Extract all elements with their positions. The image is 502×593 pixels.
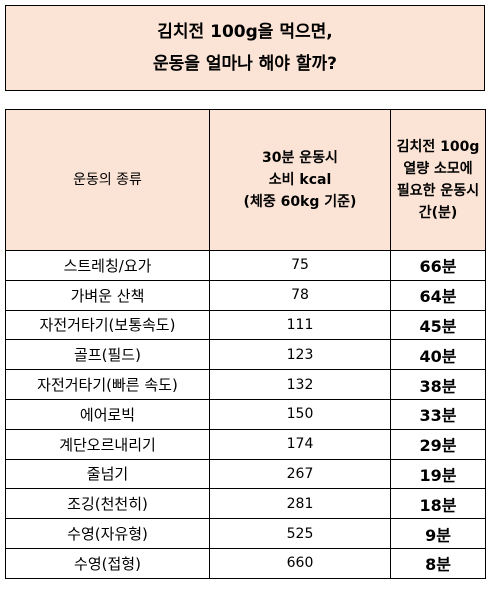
time-value: 66분 — [390, 250, 486, 281]
time-value: 64분 — [390, 279, 486, 311]
table-row: 조깅(천천히) 281 18분 — [5, 488, 486, 520]
time-value: 45분 — [390, 309, 486, 341]
header-time: 김치전 100g 열량 소모에 필요한 운동시 간(분) — [390, 109, 486, 251]
title-box: 김치전 100g을 먹으면, 운동을 얼마나 해야 할까? — [5, 5, 485, 91]
exercise-name: 에어로빅 — [5, 398, 210, 430]
time-value: 29분 — [390, 428, 486, 460]
table-row: 자전거타기(보통속도) 111 45분 — [5, 309, 486, 341]
exercise-name: 수영(자유형) — [5, 518, 210, 549]
header-kcal: 30분 운동시 소비 kcal (체중 60kg 기준) — [209, 109, 391, 251]
exercise-name: 조깅(천천히) — [5, 488, 210, 520]
kcal-value: 78 — [209, 279, 391, 311]
exercise-name: 가벼운 산책 — [5, 279, 210, 311]
time-value: 18분 — [390, 488, 486, 520]
title-line-2: 운동을 얼마나 해야 할까? — [152, 54, 338, 74]
time-value: 38분 — [390, 369, 486, 400]
exercise-name: 수영(접형) — [5, 547, 210, 579]
table-row: 수영(자유형) 525 9분 — [5, 518, 486, 549]
exercise-name: 줄넘기 — [5, 458, 210, 490]
table-row: 수영(접형) 660 8분 — [5, 547, 486, 579]
table-row: 자전거타기(빠른 속도) 132 38분 — [5, 369, 486, 400]
exercise-name: 자전거타기(빠른 속도) — [5, 369, 210, 400]
kcal-value: 150 — [209, 398, 391, 430]
exercise-name: 골프(필드) — [5, 339, 210, 371]
header-row: 운동의 종류 30분 운동시 소비 kcal (체중 60kg 기준) 김치전 … — [5, 109, 486, 251]
time-value: 8분 — [390, 547, 486, 579]
table-row: 골프(필드) 123 40분 — [5, 339, 486, 371]
kcal-value: 281 — [209, 488, 391, 520]
kcal-value: 111 — [209, 309, 391, 341]
table-row: 줄넘기 267 19분 — [5, 458, 486, 490]
kcal-value: 75 — [209, 250, 391, 281]
kcal-value: 174 — [209, 428, 391, 460]
kcal-value: 132 — [209, 369, 391, 400]
kcal-value: 525 — [209, 518, 391, 549]
time-value: 40분 — [390, 339, 486, 371]
time-value: 33분 — [390, 398, 486, 430]
kcal-value: 660 — [209, 547, 391, 579]
time-value: 9분 — [390, 518, 486, 549]
table-row: 스트레칭/요가 75 66분 — [5, 250, 486, 281]
table-row: 계단오르내리기 174 29분 — [5, 428, 486, 460]
table-row: 가벼운 산책 78 64분 — [5, 279, 486, 311]
kcal-value: 267 — [209, 458, 391, 490]
time-value: 19분 — [390, 458, 486, 490]
exercise-name: 계단오르내리기 — [5, 428, 210, 460]
exercise-table: 운동의 종류 30분 운동시 소비 kcal (체중 60kg 기준) 김치전 … — [5, 109, 486, 579]
header-exercise-type: 운동의 종류 — [5, 109, 210, 251]
table-row: 에어로빅 150 33분 — [5, 398, 486, 430]
kcal-value: 123 — [209, 339, 391, 371]
exercise-name: 자전거타기(보통속도) — [5, 309, 210, 341]
title-line-1: 김치전 100g을 먹으면, — [157, 22, 333, 42]
exercise-name: 스트레칭/요가 — [5, 250, 210, 281]
